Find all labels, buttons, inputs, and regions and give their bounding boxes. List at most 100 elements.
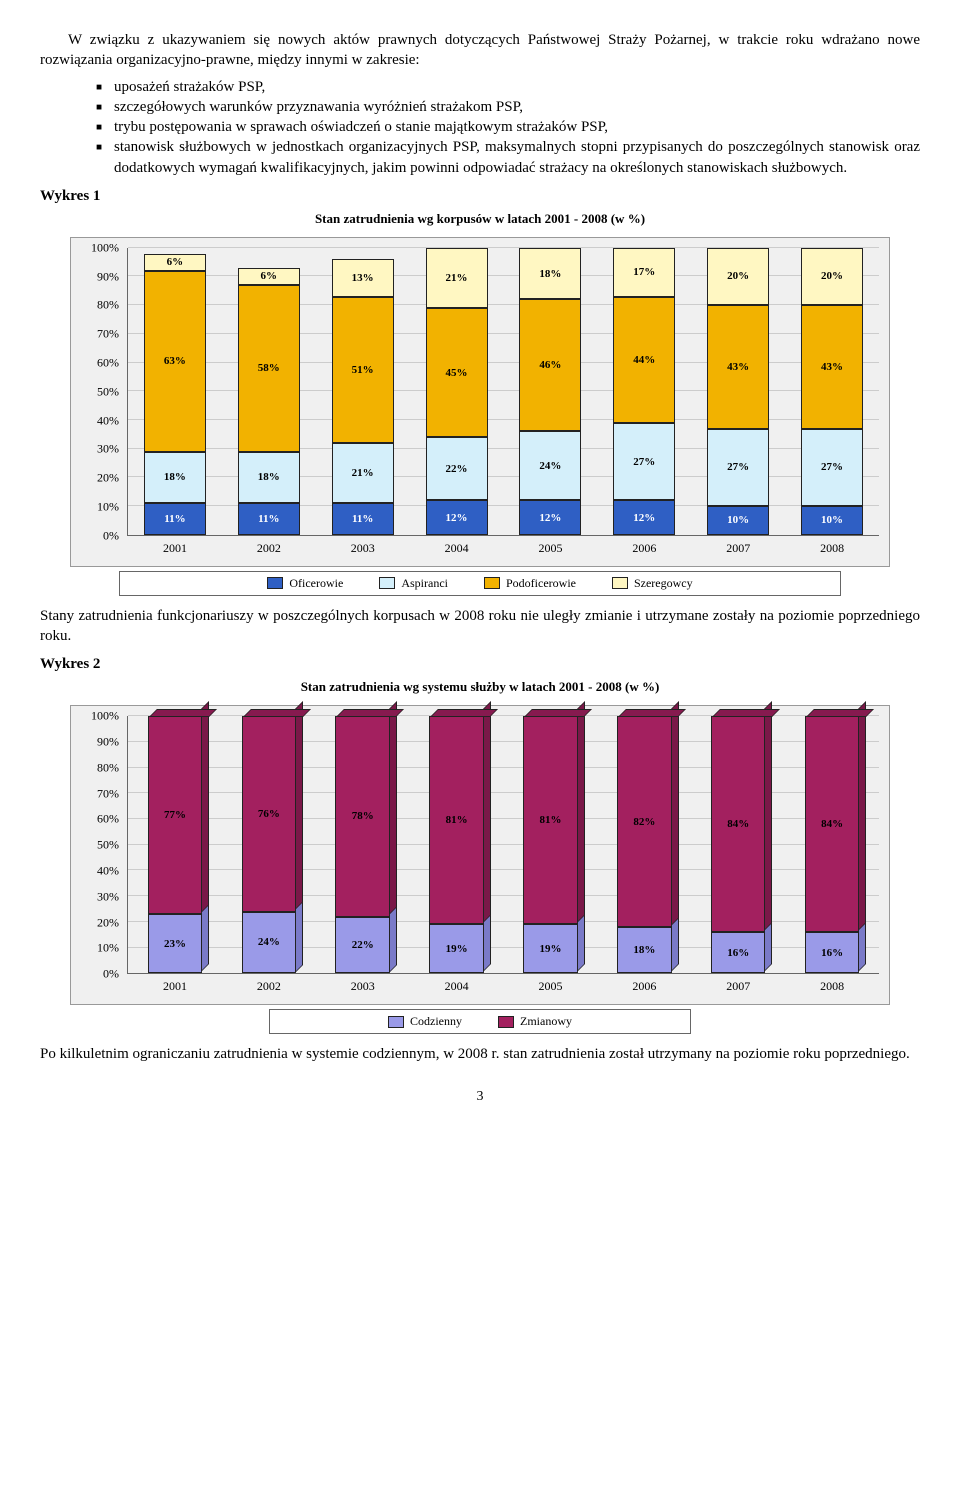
bar-column: 11%18%63%6%2001 xyxy=(128,248,222,535)
bar-segment: 18% xyxy=(617,927,671,973)
page-number: 3 xyxy=(40,1089,920,1105)
y-tick: 80% xyxy=(97,760,119,775)
bar-column: 12%24%46%18%2005 xyxy=(504,248,598,535)
bar-column: 10%27%43%20%2007 xyxy=(691,248,785,535)
y-tick: 70% xyxy=(97,327,119,342)
y-tick: 10% xyxy=(97,941,119,956)
legend-label: Codzienny xyxy=(410,1014,462,1029)
bullet-item: uposażeń strażaków PSP, xyxy=(96,77,920,97)
bar-segment: 24% xyxy=(242,912,296,974)
bar-segment: 81% xyxy=(429,716,483,924)
bar-segment: 6% xyxy=(238,268,300,285)
legend-item: Szeregowcy xyxy=(594,572,711,595)
bar-segment: 22% xyxy=(335,917,389,974)
y-tick: 0% xyxy=(103,528,119,543)
chart2-title: Stan zatrudnienia wg systemu służby w la… xyxy=(40,679,920,695)
bar-segment: 58% xyxy=(238,285,300,451)
legend-label: Szeregowcy xyxy=(634,576,693,591)
bar-segment: 16% xyxy=(711,932,765,973)
chart1-title: Stan zatrudnienia wg korpusów w latach 2… xyxy=(40,211,920,227)
y-tick: 40% xyxy=(97,864,119,879)
bar-segment: 81% xyxy=(523,716,577,924)
y-tick: 30% xyxy=(97,442,119,457)
bar-segment: 16% xyxy=(805,932,859,973)
y-tick: 80% xyxy=(97,298,119,313)
bar-segment: 18% xyxy=(519,248,581,300)
legend-swatch xyxy=(379,577,395,589)
bar-column: 16%84%2008 xyxy=(785,716,879,973)
bar-segment: 63% xyxy=(144,271,206,452)
bar-segment: 24% xyxy=(519,431,581,500)
bar-segment: 76% xyxy=(242,716,296,911)
bar-column: 16%84%2007 xyxy=(691,716,785,973)
y-tick: 60% xyxy=(97,355,119,370)
x-label: 2008 xyxy=(785,541,879,556)
bar-column: 22%78%2003 xyxy=(316,716,410,973)
x-label: 2005 xyxy=(504,979,598,994)
y-tick: 50% xyxy=(97,838,119,853)
x-label: 2004 xyxy=(410,979,504,994)
legend-label: Oficerowie xyxy=(289,576,343,591)
bar-segment: 17% xyxy=(613,248,675,297)
bar-column: 24%76%2002 xyxy=(222,716,316,973)
bar-column: 19%81%2005 xyxy=(504,716,598,973)
bar-column: 19%81%2004 xyxy=(410,716,504,973)
bar-segment: 19% xyxy=(523,924,577,973)
legend-item: Podoficerowie xyxy=(466,572,594,595)
bar-segment: 18% xyxy=(144,452,206,504)
x-label: 2002 xyxy=(222,979,316,994)
legend-swatch xyxy=(388,1016,404,1028)
chart2-legend: Codzienny Zmianowy xyxy=(269,1009,691,1034)
y-tick: 30% xyxy=(97,889,119,904)
legend-label: Podoficerowie xyxy=(506,576,576,591)
bar-column: 11%18%58%6%2002 xyxy=(222,248,316,535)
bar-segment: 18% xyxy=(238,452,300,504)
legend-label: Aspiranci xyxy=(401,576,448,591)
x-label: 2001 xyxy=(128,979,222,994)
bar-segment: 12% xyxy=(613,500,675,534)
x-label: 2005 xyxy=(504,541,598,556)
y-tick: 100% xyxy=(91,709,119,724)
legend-swatch xyxy=(484,577,500,589)
bar-segment: 46% xyxy=(519,299,581,431)
legend-item: Codzienny xyxy=(370,1010,480,1033)
y-tick: 20% xyxy=(97,471,119,486)
bar-column: 11%21%51%13%2003 xyxy=(316,248,410,535)
bar-segment: 27% xyxy=(613,423,675,500)
legend-swatch xyxy=(498,1016,514,1028)
bar-segment: 27% xyxy=(707,429,769,506)
y-tick: 60% xyxy=(97,812,119,827)
bar-segment: 84% xyxy=(711,716,765,932)
y-tick: 50% xyxy=(97,384,119,399)
bar-segment: 43% xyxy=(707,305,769,428)
bar-segment: 21% xyxy=(426,248,488,308)
bar-segment: 51% xyxy=(332,297,394,443)
y-tick: 90% xyxy=(97,735,119,750)
legend-item: Zmianowy xyxy=(480,1010,590,1033)
x-label: 2003 xyxy=(316,979,410,994)
bar-column: 10%27%43%20%2008 xyxy=(785,248,879,535)
bar-segment: 11% xyxy=(238,503,300,535)
bar-segment: 11% xyxy=(144,503,206,535)
y-tick: 0% xyxy=(103,967,119,982)
bar-segment: 20% xyxy=(801,248,863,305)
chart1-label: Wykres 1 xyxy=(40,188,920,205)
bar-segment: 43% xyxy=(801,305,863,428)
chart2: 0%10%20%30%40%50%60%70%80%90%100% 23%77%… xyxy=(70,705,890,1005)
y-tick: 10% xyxy=(97,499,119,514)
bar-column: 18%82%2006 xyxy=(597,716,691,973)
bar-segment: 12% xyxy=(519,500,581,534)
bar-segment: 13% xyxy=(332,259,394,296)
bar-segment: 22% xyxy=(426,437,488,500)
x-label: 2004 xyxy=(410,541,504,556)
bar-segment: 12% xyxy=(426,500,488,534)
chart2-label: Wykres 2 xyxy=(40,656,920,673)
y-tick: 90% xyxy=(97,269,119,284)
x-label: 2007 xyxy=(691,979,785,994)
bullet-list: uposażeń strażaków PSP, szczegółowych wa… xyxy=(40,77,920,178)
bar-segment: 23% xyxy=(148,914,202,973)
bullet-item: stanowisk służbowych w jednostkach organ… xyxy=(96,137,920,178)
intro-paragraph: W związku z ukazywaniem się nowych aktów… xyxy=(40,30,920,71)
bar-segment: 20% xyxy=(707,248,769,305)
bar-column: 23%77%2001 xyxy=(128,716,222,973)
